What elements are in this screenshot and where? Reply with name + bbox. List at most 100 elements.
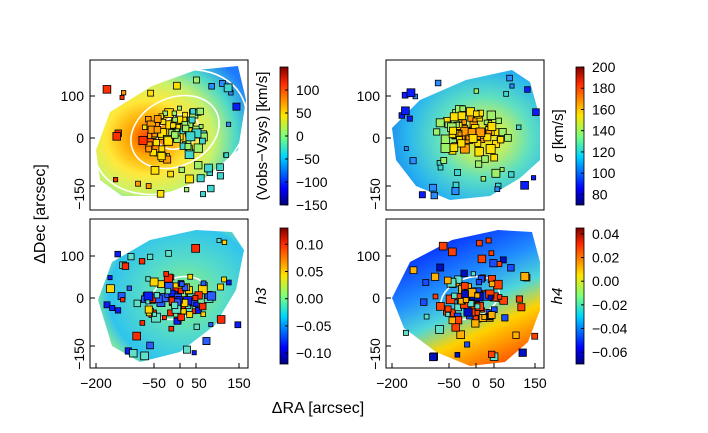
voronoi-bin <box>179 281 185 287</box>
colorbar-tick-label: 120 <box>592 144 616 160</box>
colorbar-tick-label: −100 <box>296 174 328 190</box>
voronoi-bin <box>432 293 439 300</box>
voronoi-bin <box>157 151 166 161</box>
voronoi-bin <box>192 76 200 84</box>
voronoi-bin <box>113 177 119 183</box>
voronoi-bin <box>208 83 215 90</box>
h4-xtick-m50: −50 <box>437 375 461 391</box>
voronoi-bin <box>182 345 191 354</box>
voronoi-bin <box>477 254 487 264</box>
voronoi-bin <box>449 143 459 152</box>
voronoi-bin <box>448 316 456 325</box>
voronoi-bin <box>486 110 497 120</box>
voronoi-bin <box>198 124 204 129</box>
colorbar-tick-label: 0.02 <box>592 250 619 266</box>
panel-sigma: 100 0 −150 200 180 160 140 120 100 80 σ [km/s] <box>357 59 616 211</box>
voronoi-bin <box>470 271 476 277</box>
voronoi-bin <box>153 292 160 299</box>
voronoi-bin <box>495 117 502 124</box>
h3-xtick-150: 150 <box>227 375 251 391</box>
voronoi-bin <box>436 263 445 272</box>
h4-ytick-m150: −150 <box>367 338 383 370</box>
voronoi-bin <box>167 170 174 178</box>
voronoi-bin <box>175 124 181 130</box>
voronoi-bin <box>182 111 188 118</box>
voronoi-bin <box>464 341 471 348</box>
sigma-ytick-100: 100 <box>357 88 381 104</box>
voronoi-bin <box>191 350 197 356</box>
voronoi-bin <box>422 279 430 286</box>
voronoi-bin <box>449 112 459 122</box>
voronoi-bin <box>454 351 461 358</box>
colorbar-tick-label: −50 <box>296 151 320 167</box>
h3-colorbar <box>279 227 289 365</box>
voronoi-bin <box>435 118 445 128</box>
voronoi-bin <box>184 143 192 150</box>
panel-h4: 100 0 −150 −200 −50 0 50 150 0.040.020.0… <box>357 218 628 391</box>
voronoi-bin <box>509 83 515 89</box>
voronoi-bin <box>161 315 167 321</box>
voronoi-bin <box>200 311 206 317</box>
voronoi-bin <box>173 317 181 325</box>
voronoi-bin <box>499 167 505 172</box>
voronoi-bin <box>504 134 512 142</box>
voronoi-bin <box>440 157 448 164</box>
voronoi-bin <box>164 287 172 295</box>
voronoi-bin <box>451 292 458 300</box>
voronoi-bin <box>114 250 121 258</box>
voronoi-bin <box>112 132 122 141</box>
h3-bins <box>103 238 242 361</box>
h4-colorbar-label: h4 <box>549 288 566 305</box>
voronoi-bin <box>153 126 162 134</box>
voronoi-bin <box>401 106 410 116</box>
voronoi-bin <box>483 133 492 142</box>
voronoi-bin <box>133 299 141 308</box>
voronoi-bin <box>107 275 113 281</box>
velocity-colorbar-ticks: 100 50 0 −50 −100 −150 <box>285 82 328 213</box>
velocity-ytick-100: 100 <box>61 88 85 104</box>
voronoi-bin <box>126 285 132 291</box>
colorbar-tick-label: −0.10 <box>296 345 332 361</box>
voronoi-bin <box>531 332 539 340</box>
h3-xtick-m50: −50 <box>142 375 166 391</box>
h4-xtick-0: 0 <box>472 375 480 391</box>
voronoi-bin <box>516 124 522 130</box>
voronoi-bin <box>448 247 457 257</box>
panel-velocity: 100 0 −150 100 50 0 −50 −100 −150 (Vobs−Vsys)… <box>61 59 328 213</box>
voronoi-bin <box>202 337 211 345</box>
voronoi-bin <box>490 153 498 162</box>
voronoi-bin <box>145 276 151 282</box>
voronoi-bin <box>506 74 513 82</box>
velocity-ytick-m150: −150 <box>71 178 87 210</box>
voronoi-bin <box>474 147 484 157</box>
voronoi-bin <box>436 302 445 311</box>
voronoi-bin <box>501 314 509 322</box>
colorbar-tick-label: 50 <box>296 105 312 121</box>
voronoi-bin <box>189 108 197 115</box>
colorbar-tick-label: 0.05 <box>296 264 323 280</box>
voronoi-bin <box>474 160 483 168</box>
voronoi-bin <box>196 174 205 183</box>
colorbar-tick-label: 0.04 <box>592 226 619 242</box>
voronoi-bin <box>488 350 496 359</box>
voronoi-bin <box>435 325 444 334</box>
voronoi-bin <box>223 83 233 93</box>
voronoi-bin <box>132 331 142 341</box>
h4-xtick-150: 150 <box>523 375 547 391</box>
voronoi-bin <box>181 284 189 291</box>
voronoi-bin <box>177 313 185 322</box>
voronoi-bin <box>475 279 482 286</box>
velocity-ytick-0: 0 <box>76 130 84 146</box>
voronoi-bin <box>127 253 135 261</box>
voronoi-bin <box>520 272 530 281</box>
voronoi-bin <box>225 121 232 127</box>
voronoi-bin <box>474 140 482 147</box>
voronoi-bin <box>146 341 154 350</box>
voronoi-bin <box>471 319 480 328</box>
h3-ytick-100: 100 <box>61 248 85 264</box>
panel-h3: 100 0 −150 −200 −50 0 50 150 0.10 0.05 0.0… <box>61 218 332 391</box>
voronoi-bin <box>140 351 149 361</box>
h4-ytick-0: 0 <box>372 290 380 306</box>
voronoi-bin <box>423 313 430 320</box>
sigma-bins <box>398 74 540 200</box>
